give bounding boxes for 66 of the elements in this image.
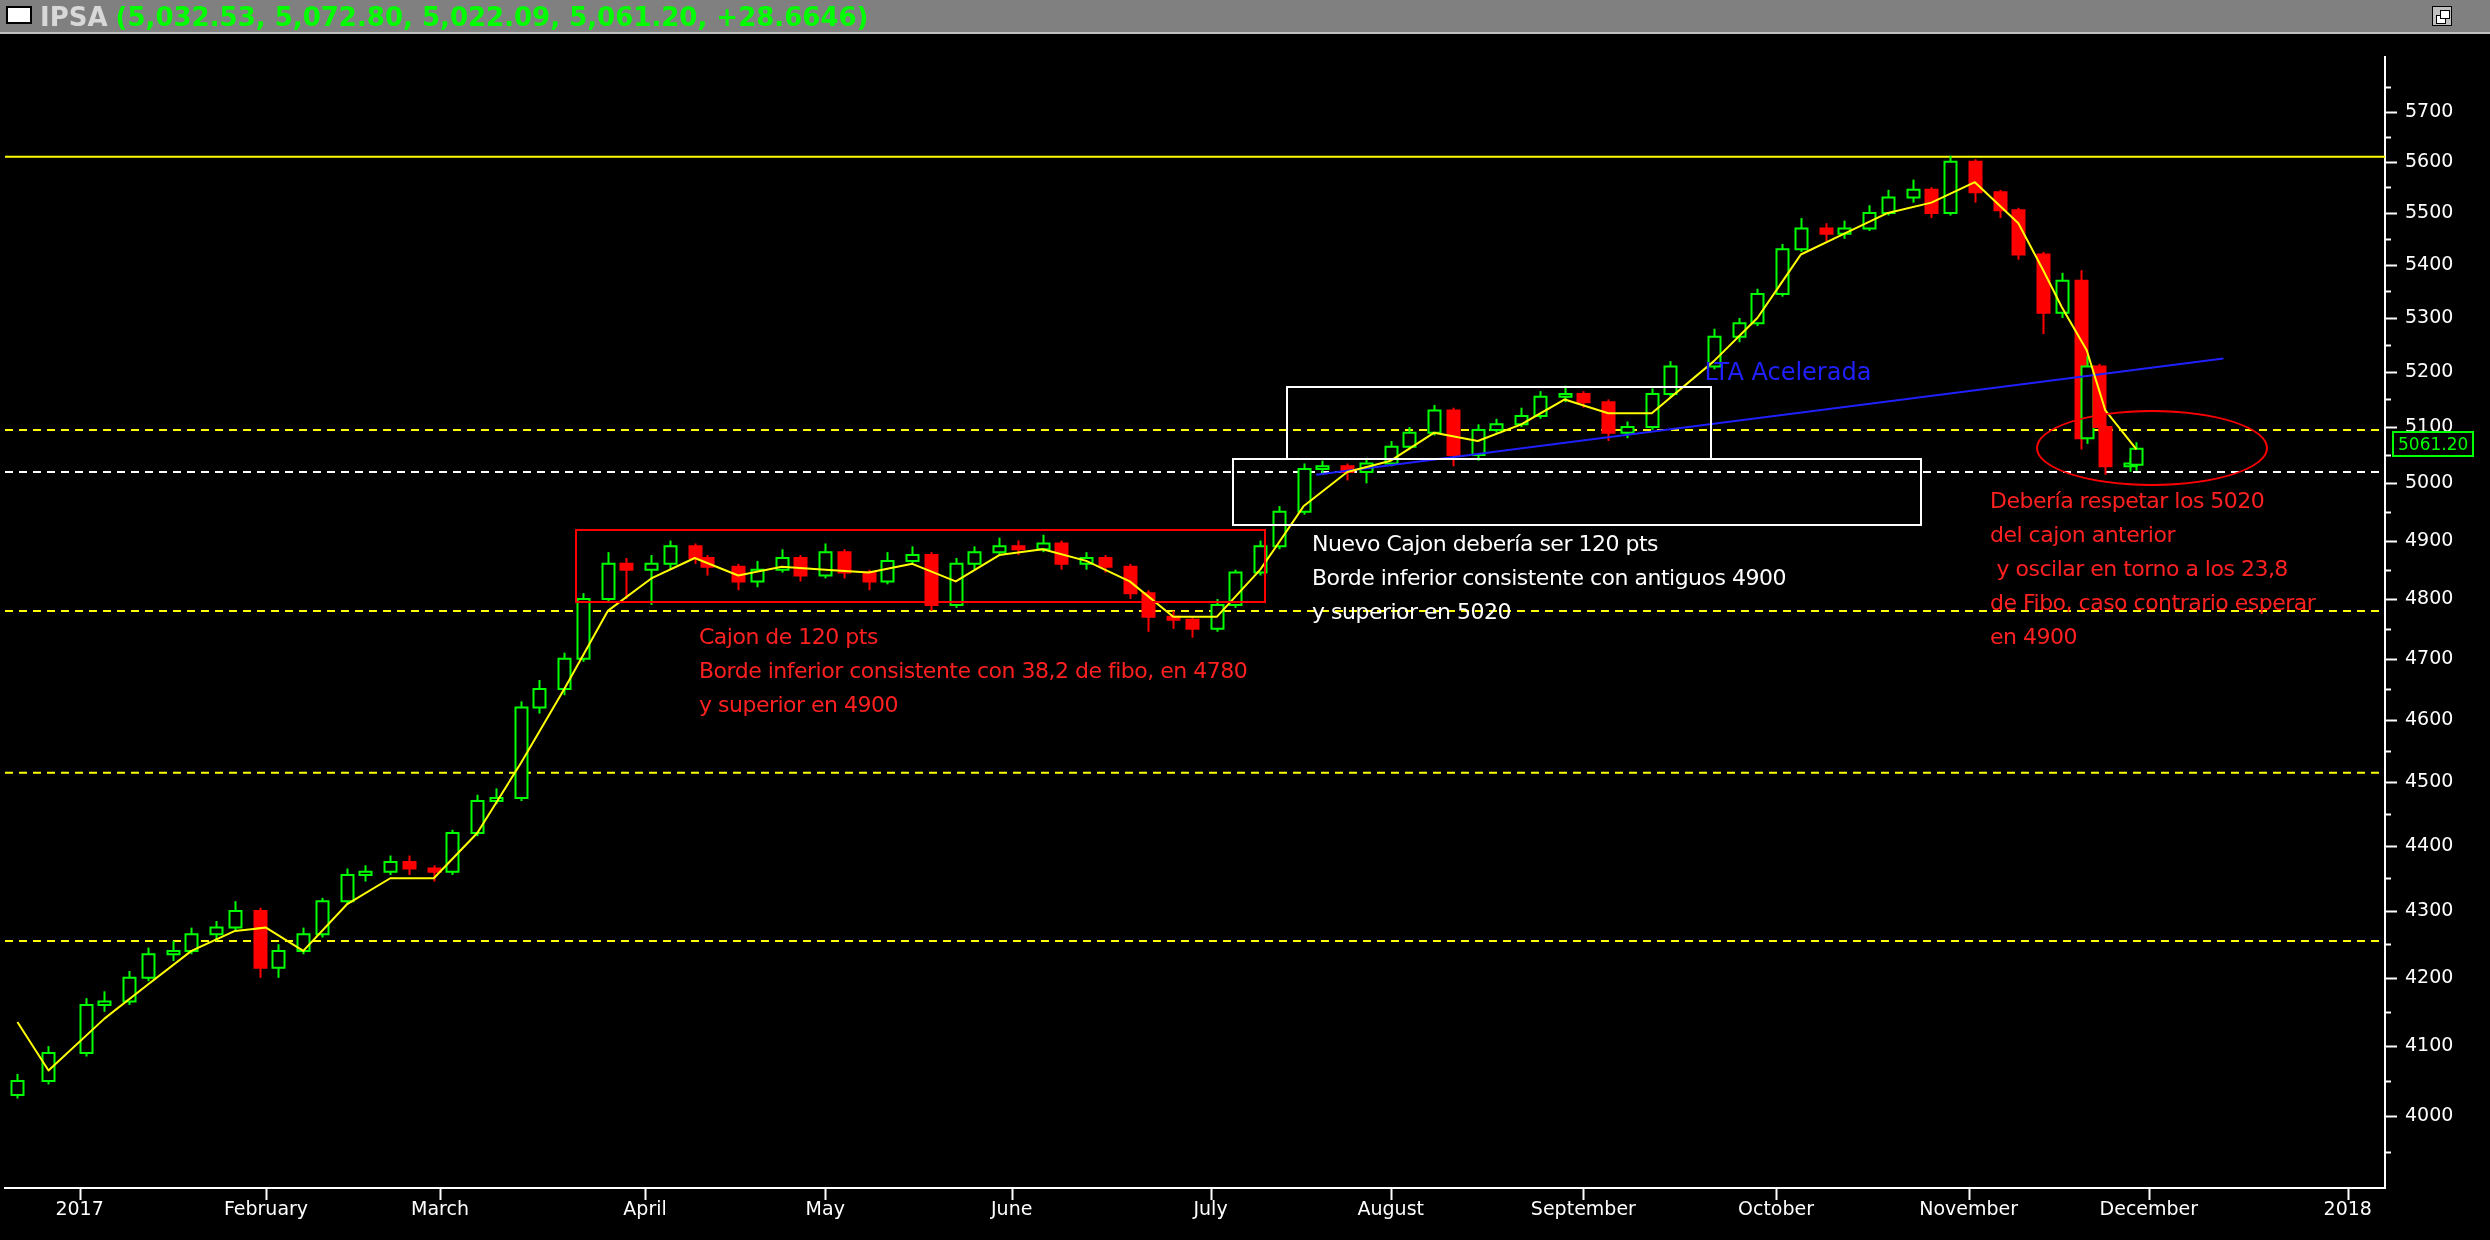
candlestick (532, 678, 547, 715)
candlestick (619, 556, 634, 601)
candlestick (228, 900, 243, 932)
x-tick-label: 2018 (2323, 1197, 2372, 1220)
candlestick (166, 939, 181, 962)
x-tick-label: December (2099, 1197, 2199, 1220)
candlestick (1210, 598, 1225, 633)
candlestick (1881, 188, 1896, 217)
x-tick-label: March (411, 1197, 469, 1220)
candlestick (1794, 217, 1809, 253)
candlestick (967, 545, 982, 571)
x-tick-label: 2017 (55, 1197, 104, 1220)
annotation: Debería respetar los 5020 del cajon anterior y oscilar en torno a los 23,8 de Fibo, caso contrario esperar en 4900 (1990, 487, 2316, 651)
x-tick-label: April (623, 1197, 667, 1220)
candlestick (1185, 615, 1200, 639)
x-tick-label: June (989, 1197, 1033, 1220)
y-tick-label: 5400 (2405, 251, 2454, 274)
candlestick (1819, 222, 1834, 243)
y-tick-label: 5300 (2405, 304, 2454, 327)
chart-subtitle: (5,032.53, 5,072.80, 5,022.09, 5,061.20, +28.6646) (115, 2, 869, 32)
y-tick-label: 4600 (2405, 706, 2454, 729)
y-tick-label: 5000 (2405, 470, 2454, 493)
candlestick (818, 542, 833, 580)
candlestick (383, 854, 398, 877)
x-tick-label: February (223, 1197, 309, 1220)
x-tick-label: May (805, 1197, 845, 1220)
series-label: LTA Acelerada (1704, 358, 1872, 387)
candlestick (1924, 186, 1939, 220)
candlestick (1427, 403, 1442, 437)
y-tick-label: 4300 (2405, 898, 2454, 920)
candlestick (97, 990, 112, 1013)
annotation: Nuevo Cajon debería ser 120 pts Borde inferior consistente con antiguos 4900 y superior en 5020 (1312, 530, 1786, 626)
y-tick-label: 4000 (2405, 1103, 2454, 1126)
candlestick (1906, 178, 1921, 204)
candlestick (644, 554, 659, 606)
candlestick (122, 970, 137, 1006)
x-tick-label: July (1192, 1197, 1228, 1220)
candlestick (663, 539, 678, 571)
candlestick (793, 554, 808, 583)
candlestick (837, 548, 852, 580)
y-tick-label: 4900 (2405, 527, 2454, 550)
chart-title: IPSA (40, 2, 108, 32)
candlestick (880, 551, 895, 586)
y-tick-label: 4800 (2405, 585, 2454, 608)
candlestick (10, 1072, 25, 1100)
text: 5061.20 (2392, 431, 2475, 457)
candlestick (271, 943, 286, 979)
y-tick-label: 5700 (2405, 98, 2454, 121)
x-tick-label: November (1919, 1197, 2019, 1220)
y-tick-label: 5500 (2405, 199, 2454, 222)
candlestick (402, 854, 417, 877)
candlestick (1054, 539, 1069, 571)
annotation: Cajon de 120 pts Borde inferior consistente con 38,2 de fibo, en 4780 y superior en 4900 (699, 623, 1248, 719)
candlestick (141, 946, 156, 983)
y-tick-label: 4700 (2405, 645, 2454, 668)
y-tick-label: 5200 (2405, 358, 2454, 381)
x-tick-label: August (1357, 1197, 1424, 1220)
y-tick-label: 4100 (2405, 1033, 2454, 1056)
y-tick-label: 4400 (2405, 832, 2454, 855)
x-tick-label: September (1530, 1197, 1637, 1220)
candlestick (184, 926, 199, 956)
y-tick-label: 4200 (2405, 964, 2454, 987)
x-tick-label: October (1737, 1197, 1815, 1220)
y-tick-label: 4500 (2405, 769, 2454, 792)
y-tick-label: 5600 (2405, 148, 2454, 171)
candlestick (209, 919, 224, 942)
